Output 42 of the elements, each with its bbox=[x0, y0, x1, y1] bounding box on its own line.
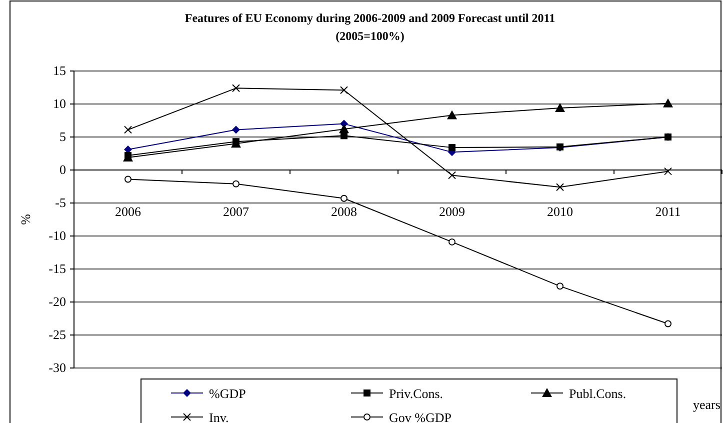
x-tick-label: 2011 bbox=[655, 204, 681, 219]
point bbox=[448, 144, 456, 152]
y-tick-label: 5 bbox=[60, 129, 66, 144]
point bbox=[555, 102, 565, 112]
y-tick-label: -25 bbox=[48, 327, 66, 342]
y-tick-label: -30 bbox=[48, 360, 66, 375]
y-tick-label: 0 bbox=[60, 162, 66, 177]
x-tick-label: 2009 bbox=[439, 204, 465, 219]
legend-label: Gov %GDP bbox=[389, 410, 452, 423]
legend-label: Priv.Cons. bbox=[389, 386, 444, 401]
x-tick-label: 2010 bbox=[547, 204, 573, 219]
legend-label: Publ.Cons. bbox=[569, 386, 626, 401]
point bbox=[663, 98, 673, 108]
x-axis-title: years bbox=[693, 397, 720, 412]
y-tick-label: -5 bbox=[55, 195, 66, 210]
point bbox=[340, 194, 348, 202]
point bbox=[664, 320, 672, 328]
point bbox=[232, 180, 240, 188]
point bbox=[448, 238, 456, 246]
x-tick-label: 2008 bbox=[331, 204, 357, 219]
point bbox=[124, 126, 132, 134]
y-axis-title: % bbox=[18, 214, 33, 225]
x-tick-label: 2006 bbox=[115, 204, 142, 219]
point bbox=[340, 86, 348, 94]
y-tick-label: -10 bbox=[48, 228, 66, 243]
y-tick-label: -15 bbox=[48, 261, 66, 276]
point bbox=[339, 124, 349, 134]
point bbox=[448, 171, 456, 180]
y-tick-label: 10 bbox=[53, 96, 66, 111]
legend-label: %GDP bbox=[209, 386, 246, 401]
chart-title: Features of EU Economy during 2006-2009 and 2009 Forecast until 2011 (2005=100%) bbox=[184, 11, 556, 43]
x-tick-label: 2007 bbox=[223, 204, 250, 219]
point bbox=[556, 282, 564, 290]
point bbox=[447, 110, 457, 120]
point bbox=[232, 126, 240, 134]
y-tick-label: -20 bbox=[48, 294, 66, 309]
y-tick-label: 15 bbox=[53, 63, 66, 78]
point bbox=[232, 84, 240, 92]
legend-label: Inv. bbox=[209, 410, 229, 423]
point bbox=[664, 167, 672, 176]
point bbox=[124, 176, 132, 183]
point bbox=[556, 183, 564, 192]
